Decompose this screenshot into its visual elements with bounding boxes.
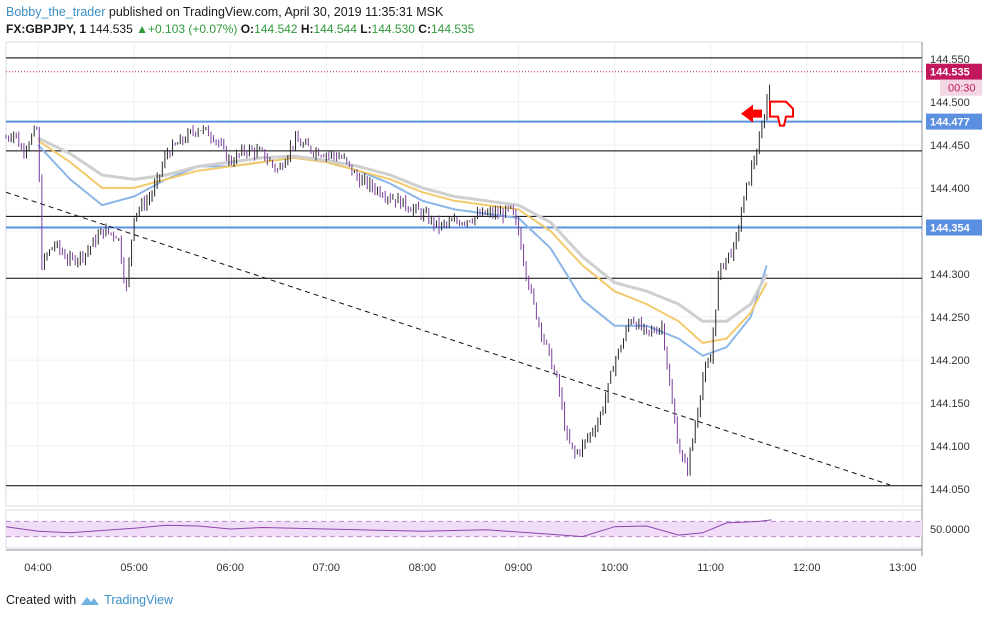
x-tick-label: 06:00 xyxy=(216,562,244,574)
rsi-band xyxy=(6,521,922,537)
level-price-tag xyxy=(926,113,982,130)
tradingview-logo-icon xyxy=(81,597,100,605)
up-arrow-icon: ▲ xyxy=(136,22,148,36)
rsi-line xyxy=(5,519,772,538)
open-value: 144.542 xyxy=(254,22,298,36)
y-tick-label: 144.150 xyxy=(930,398,970,410)
countdown-tag xyxy=(940,79,982,96)
created-with-text: Created with xyxy=(6,593,77,607)
close-value: 144.535 xyxy=(430,22,475,36)
tradingview-link[interactable]: TradingView xyxy=(104,593,173,607)
red-arrow-icon xyxy=(741,104,762,123)
high-label: H: xyxy=(300,22,314,36)
thumbs-down-icon xyxy=(769,100,794,127)
symbol-label[interactable]: FX:GBPJPY, 1 xyxy=(6,22,87,36)
y-tick-label: 144.300 xyxy=(930,269,970,281)
x-tick-label: 05:00 xyxy=(120,562,148,574)
current-price-tag xyxy=(926,63,982,80)
y-tick-label: 144.500 xyxy=(930,97,970,109)
y-tick-label: 144.050 xyxy=(930,484,970,496)
level-price-tag xyxy=(926,219,982,236)
last-price: 144.535 xyxy=(89,22,133,36)
low-label: L: xyxy=(360,22,372,36)
x-tick-label: 12:00 xyxy=(793,562,821,574)
y-tick-label: 144.450 xyxy=(930,140,970,152)
x-tick-label: 04:00 xyxy=(24,562,52,574)
x-tick-label: 10:00 xyxy=(601,562,629,574)
moving-average-line xyxy=(37,136,769,323)
high-value: 144.544 xyxy=(313,22,357,36)
author-link[interactable]: Bobby_the_trader xyxy=(6,5,106,19)
y-tick-label: 144.250 xyxy=(930,312,970,324)
trendline[interactable] xyxy=(5,191,891,486)
chart-header: Bobby_the_trader published on TradingVie… xyxy=(6,4,443,21)
footer: Created with TradingView xyxy=(6,593,173,607)
rsi-level-label: 50.0000 xyxy=(930,524,970,536)
low-value: 144.530 xyxy=(371,22,415,36)
x-tick-label: 13:00 xyxy=(889,562,917,574)
published-text: published on TradingView.com, April 30, … xyxy=(108,5,444,19)
y-tick-label: 144.100 xyxy=(930,441,970,453)
x-tick-label: 07:00 xyxy=(313,562,341,574)
ohlc-header: FX:GBPJPY, 1 144.535 ▲+0.103 (+0.07%) O:… xyxy=(6,21,474,38)
x-tick-label: 11:00 xyxy=(697,562,724,574)
open-label: O: xyxy=(240,22,255,36)
y-tick-label: 144.550 xyxy=(930,54,970,66)
y-tick-label: 144.400 xyxy=(930,183,970,195)
close-label: C: xyxy=(418,22,431,36)
x-tick-label: 09:00 xyxy=(505,562,533,574)
level-price-label: 144.354 xyxy=(930,223,971,235)
level-price-label: 144.477 xyxy=(930,117,970,129)
moving-average-line xyxy=(37,139,768,344)
current-price-label: 144.535 xyxy=(930,67,970,79)
x-tick-label: 08:00 xyxy=(409,562,437,574)
countdown-label: 00:30 xyxy=(948,83,976,95)
price-change: +0.103 (+0.07%) xyxy=(148,22,238,36)
y-tick-label: 144.200 xyxy=(930,355,970,367)
